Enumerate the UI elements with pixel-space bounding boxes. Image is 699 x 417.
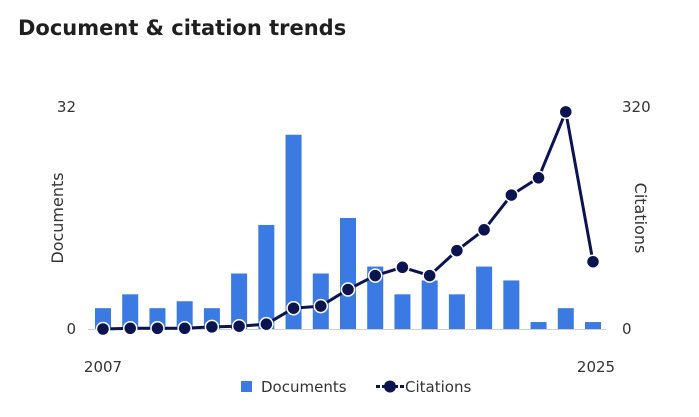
citations-point-2018 — [395, 260, 410, 275]
citations-line-layer — [95, 104, 601, 337]
citations-point-2021 — [476, 222, 492, 238]
right-axis-tick-max: 320 — [622, 98, 651, 116]
right-axis-tick-min: 0 — [622, 320, 632, 338]
documents-bar-2018 — [394, 294, 411, 329]
citations-point-2024 — [558, 104, 574, 120]
documents-bar-2013 — [258, 224, 275, 329]
left-axis-label: Documents — [48, 172, 67, 263]
documents-bar-2024 — [557, 308, 574, 329]
documents-bar-2020 — [448, 294, 465, 329]
documents-bar-2019 — [421, 280, 438, 329]
chart-title: Document & citation trends — [18, 16, 347, 40]
citations-point-2023 — [531, 170, 546, 186]
legend-documents-label: Documents — [261, 378, 347, 396]
documents-bar-2025 — [585, 322, 601, 329]
right-axis-label: Citations — [631, 183, 650, 254]
citations-point-2013 — [259, 316, 274, 332]
x-axis-tick-first: 2007 — [84, 358, 122, 376]
left-axis-tick-min: 0 — [66, 320, 76, 338]
citations-point-2016 — [340, 282, 356, 297]
documents-bar-2014 — [285, 134, 302, 329]
left-axis-tick-max: 32 — [57, 98, 76, 116]
citations-point-2014 — [286, 300, 301, 316]
documents-bar-2017 — [367, 266, 384, 329]
citations-point-2020 — [449, 243, 465, 258]
legend-citations-marker — [384, 380, 396, 393]
documents-bar-2012 — [231, 273, 248, 329]
legend-citations-label: Citations — [405, 378, 471, 396]
documents-bar-2021 — [476, 266, 493, 329]
documents-bar-2008 — [122, 294, 139, 329]
legend-documents-swatch — [241, 381, 252, 392]
x-axis-tick-last: 2025 — [577, 358, 615, 376]
citations-point-2022 — [504, 187, 519, 203]
citations-point-2010 — [177, 321, 192, 336]
citations-point-2012 — [231, 318, 247, 334]
citations-point-2019 — [422, 268, 437, 283]
documents-bar-2023 — [530, 322, 547, 329]
documents-bar-2022 — [503, 280, 520, 329]
citations-point-2017 — [367, 268, 383, 283]
citations-point-2008 — [122, 321, 138, 336]
citations-point-2011 — [204, 319, 220, 335]
legend: Documents Citations — [241, 378, 471, 396]
citations-point-2009 — [150, 321, 165, 336]
documents-bar-2010 — [176, 301, 193, 329]
documents-bar-2016 — [340, 218, 356, 329]
citations-point-2025 — [585, 254, 601, 269]
bars-layer — [95, 134, 601, 329]
citations-point-2015 — [313, 298, 329, 314]
citations-point-2007 — [95, 321, 111, 337]
